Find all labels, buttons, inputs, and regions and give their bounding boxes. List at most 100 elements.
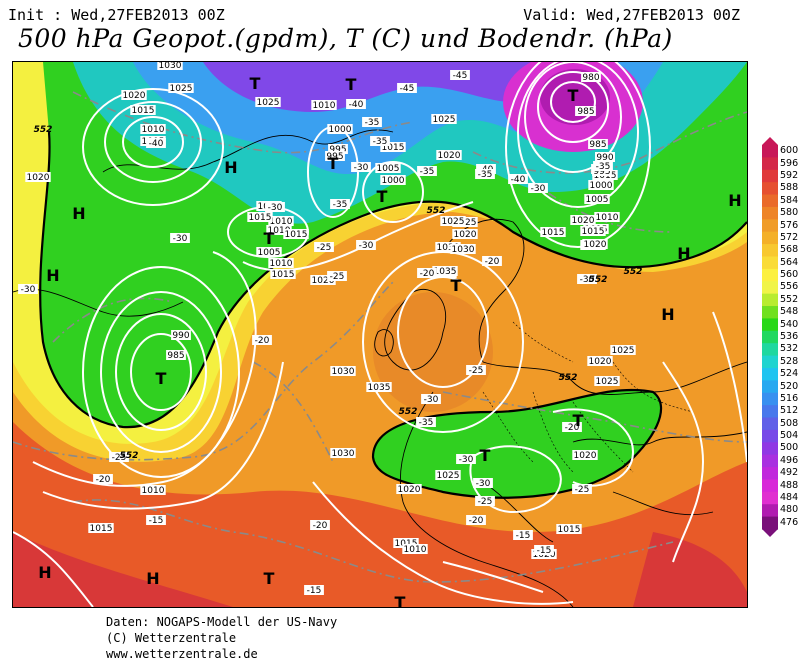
pressure-label-box [588, 180, 614, 190]
temperature-label-box [513, 530, 533, 540]
pressure-label: 1025 [596, 377, 619, 387]
low-pressure-symbol: T [264, 569, 275, 588]
pressure-label-box [580, 226, 606, 236]
temperature-label: -30 [354, 163, 369, 173]
geopotential-label: 552 [624, 267, 643, 277]
pressure-label-box [311, 100, 337, 110]
temperature-label: -20 [485, 257, 500, 267]
pressure-label: 1000 [382, 176, 405, 186]
temperature-label-box [327, 271, 347, 281]
pressure-label: 1015 [132, 106, 155, 116]
legend-label: 564 [780, 256, 799, 268]
temperature-label-box [93, 474, 113, 484]
legend-label: 548 [780, 306, 799, 318]
pressure-label: 1000 [329, 125, 352, 135]
temperature-label-box [450, 70, 470, 80]
temperature-label-box [330, 199, 350, 209]
pressure-label-box [556, 524, 582, 534]
pressure-label: 1010 [142, 125, 165, 135]
pressure-label: 1000 [590, 181, 613, 191]
temperature-label-box [146, 515, 166, 525]
high-pressure-symbol: H [661, 305, 674, 324]
legend-label: 492 [780, 467, 799, 479]
temperature-label: -35 [478, 170, 493, 180]
temperature-label: -15 [149, 516, 164, 526]
isotherms [13, 91, 747, 583]
temperature-label: -30 [268, 203, 283, 213]
temperature-label: -40 [149, 139, 164, 149]
legend-swatch [762, 516, 778, 530]
pressure-label: 1020 [572, 216, 595, 226]
temperature-label-box [362, 117, 382, 127]
pressure-label: 985 [589, 140, 606, 150]
pressure-label: 1020 [398, 485, 421, 495]
temperature-label-box [351, 162, 371, 172]
pressure-label: 1030 [452, 245, 475, 255]
low-pressure-symbol: T [346, 75, 357, 94]
pressure-label-box [576, 106, 596, 116]
temperature-label-group: -45-40-35-35-45-40-30-35-35-30-25-30-30-… [18, 70, 613, 596]
geopotential-label: 552 [427, 206, 446, 216]
temperature-label-box [562, 422, 582, 432]
pressure-label-box [157, 62, 183, 70]
pressure-label-box [588, 139, 608, 149]
footer-website: www.wetterzentrale.de [106, 647, 258, 661]
temperature-label: -40 [511, 175, 526, 185]
temperature-label-box [314, 242, 334, 252]
legend-swatch [762, 330, 778, 344]
temperature-label-box [593, 161, 613, 171]
temperature-label: -25 [317, 243, 332, 253]
low-pressure-symbol: T [573, 411, 584, 430]
pressure-label-box [610, 345, 636, 355]
pressure-label: 1010 [270, 259, 293, 269]
temperature-label: -20 [420, 269, 435, 279]
legend-swatch [762, 442, 778, 456]
legend-label: 588 [780, 182, 799, 194]
high-pressure-symbol: H [728, 191, 741, 210]
temperature-label-box [466, 515, 486, 525]
field-red [13, 532, 233, 607]
pressure-label-box [121, 90, 147, 100]
pressure-label-box [328, 144, 348, 154]
pressure-label-group: 1030102510201015101010051000995990985980… [25, 62, 636, 560]
pressure-label: 1010 [404, 545, 427, 555]
chart-title: 500 hPa Geopot.(gpdm), T (C) und Bodendr… [18, 24, 673, 53]
pressure-label: 1035 [434, 267, 457, 277]
temperature-label-box [265, 202, 285, 212]
pressure-label-box [452, 229, 478, 239]
legend-label: 556 [780, 281, 799, 293]
pressure-label-box [168, 83, 194, 93]
temperature-label: -35 [373, 137, 388, 147]
pressure-label: 1015 [272, 270, 295, 280]
weather-map: 1030102510201015101010051000995990985980… [12, 61, 748, 608]
legend-swatch [762, 417, 778, 431]
legend-swatch [762, 343, 778, 357]
legend-label: 540 [780, 318, 799, 330]
pressure-label: 1010 [270, 217, 293, 227]
temperature-label-box [18, 284, 38, 294]
temperature-label-box [146, 138, 166, 148]
pressure-label-box [432, 266, 458, 276]
pressure-label-box [431, 114, 457, 124]
pressure-label-box [171, 330, 191, 340]
legend-label: 596 [780, 157, 799, 169]
pressure-label: 1025 [433, 115, 456, 125]
temperature-label: -20 [313, 521, 328, 531]
geopotential-label: 552 [589, 275, 608, 285]
high-pressure-symbol: H [146, 569, 159, 588]
pressure-label-box [325, 151, 345, 161]
legend-label: 532 [780, 343, 799, 355]
pressure-label-box [375, 163, 401, 173]
contour-552-east [371, 388, 663, 499]
legend-swatch [762, 318, 778, 332]
legend-label: 480 [780, 504, 799, 516]
low-pressure-symbol: T [568, 86, 579, 105]
pressure-label-box [595, 152, 615, 162]
pressure-label: 1015 [542, 228, 565, 238]
pressure-label: 1030 [332, 367, 355, 377]
pressure-label: 1025 [257, 98, 280, 108]
high-pressure-symbol: H [38, 563, 51, 582]
high-pressure-symbol: H [677, 244, 690, 263]
temperature-label-box [475, 496, 495, 506]
geopotential-label-group: 552 552 552 552 552 552 552 [34, 125, 643, 461]
